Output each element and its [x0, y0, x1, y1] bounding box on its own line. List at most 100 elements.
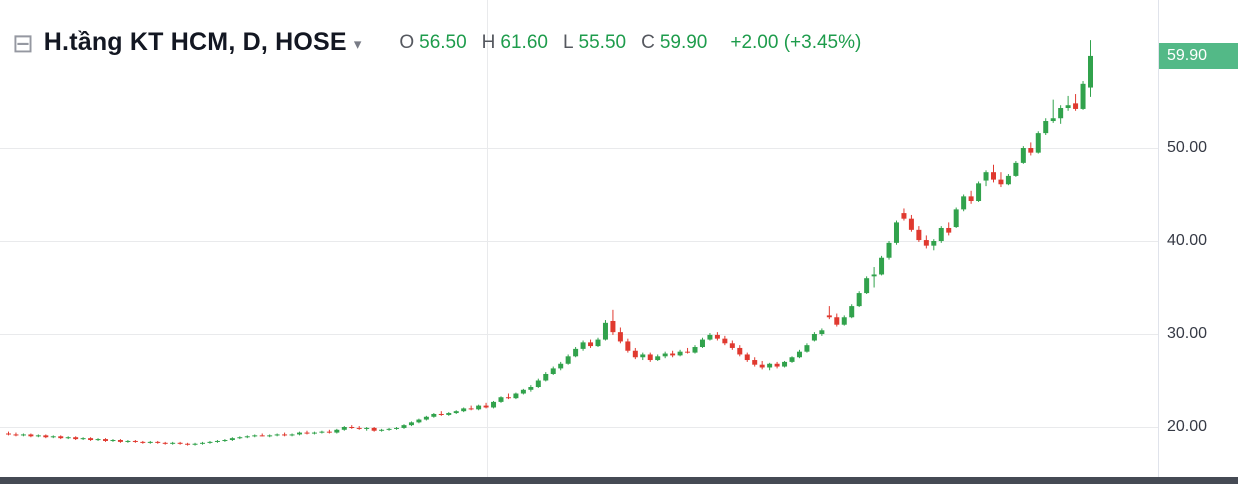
candle-body	[289, 434, 295, 436]
candle-body	[983, 172, 989, 181]
candle-body	[871, 274, 877, 277]
candle-body	[453, 411, 459, 414]
candle-body	[938, 227, 944, 241]
candle-body	[162, 442, 168, 444]
candle-body	[207, 441, 213, 443]
candle-body	[214, 440, 220, 442]
candle-body	[744, 354, 750, 361]
candle-body	[923, 240, 929, 246]
candle-body	[364, 427, 370, 429]
candle-body	[543, 373, 549, 381]
candle-body	[476, 405, 482, 410]
candle-body	[73, 437, 79, 440]
legend-collapse-icon[interactable]: ⊟	[12, 27, 34, 58]
candle-body	[28, 434, 34, 437]
candle-body	[1088, 55, 1093, 88]
candle-body	[864, 278, 870, 294]
candle-body	[341, 427, 347, 430]
candle-body	[819, 330, 825, 334]
price-axis[interactable]: 59.90 50.00 40.00 30.00 20.00	[1158, 0, 1238, 477]
candle-body	[229, 438, 235, 441]
candle-body	[192, 443, 198, 445]
high-value: 61.60	[500, 31, 548, 53]
candle-body	[879, 257, 885, 275]
candle-body	[304, 432, 310, 434]
candle-body	[685, 351, 691, 353]
candle-body	[177, 442, 183, 444]
candle-body	[88, 438, 94, 441]
candle-body	[834, 317, 840, 325]
candle-body	[580, 342, 586, 349]
candle-body	[908, 218, 914, 230]
close-value: 59.90	[659, 31, 708, 53]
candle-body	[1005, 175, 1011, 185]
candle-body	[155, 441, 161, 443]
candle-body	[259, 435, 265, 437]
candle-body	[796, 351, 802, 358]
candle-body	[394, 427, 400, 429]
candle-body	[737, 347, 743, 355]
candle-body	[647, 354, 653, 361]
candle-body	[20, 434, 26, 436]
candle-body	[416, 419, 422, 423]
candle-body	[1073, 103, 1079, 109]
chevron-down-icon[interactable]: ▾	[353, 35, 362, 53]
candle-body	[752, 360, 758, 365]
candle-body	[1043, 121, 1049, 134]
candle-body	[185, 443, 191, 445]
candle-body	[103, 439, 109, 441]
candle-body	[334, 429, 340, 433]
candle-body	[349, 427, 355, 428]
candle-body	[379, 429, 385, 431]
candle-body	[408, 422, 414, 426]
candle-body	[558, 363, 564, 369]
candle-body	[117, 440, 123, 442]
candle-body	[856, 293, 862, 307]
candle-body	[893, 222, 899, 243]
candle-body	[483, 405, 489, 408]
candle-body	[961, 196, 967, 210]
price-axis-label: 20.00	[1167, 418, 1208, 435]
candle-body	[849, 306, 855, 318]
candle-body	[297, 432, 303, 435]
candle-body	[953, 209, 959, 228]
candle-body	[990, 172, 996, 180]
candle-body	[841, 317, 847, 325]
price-axis-label: 30.00	[1167, 325, 1208, 342]
candle-body	[811, 334, 817, 341]
candle-body	[976, 183, 982, 202]
candle-body	[655, 356, 661, 361]
candlestick-chart-canvas[interactable]	[0, 0, 1158, 477]
candle-body	[1080, 83, 1086, 109]
candle-body	[968, 196, 974, 202]
candle-body	[140, 441, 146, 443]
candle-body	[170, 442, 176, 444]
candle-body	[931, 241, 937, 246]
candle-body	[222, 440, 228, 442]
price-axis-label: 40.00	[1167, 232, 1208, 249]
candle-body	[946, 227, 952, 233]
candle-body	[446, 413, 452, 415]
candle-body	[662, 353, 668, 357]
candle-body	[80, 438, 86, 440]
candle-body	[244, 436, 250, 438]
candle-body	[401, 425, 407, 428]
candle-body	[826, 315, 832, 318]
candle-body	[767, 363, 773, 368]
candle-body	[200, 442, 206, 444]
symbol-title[interactable]: H.tầng KT HCM, D, HOSE	[43, 28, 347, 56]
candle-body	[692, 347, 698, 353]
low-label: L	[562, 31, 574, 53]
candle-body	[498, 397, 504, 402]
candle-body	[625, 341, 631, 351]
candle-body	[6, 433, 11, 435]
candle-body	[610, 320, 616, 333]
candle-body	[1013, 162, 1019, 176]
candle-body	[311, 432, 317, 434]
candle-body	[670, 353, 676, 356]
candle-body	[1028, 148, 1034, 153]
high-label: H	[481, 31, 496, 53]
candle-body	[916, 229, 922, 241]
candle-body	[714, 334, 720, 339]
candle-body	[588, 342, 594, 347]
